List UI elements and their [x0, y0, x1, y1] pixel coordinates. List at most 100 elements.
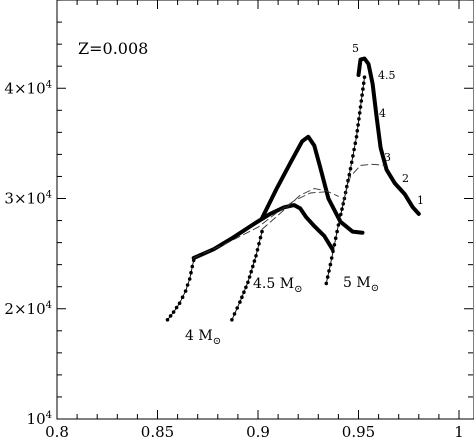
track-point	[357, 111, 362, 115]
track-point	[351, 154, 355, 158]
track-point	[333, 236, 338, 240]
point-label-2: 2	[402, 172, 409, 185]
track-point	[352, 147, 356, 152]
track-point	[335, 229, 339, 234]
track-point	[357, 117, 361, 121]
point-label-3: 3	[384, 151, 391, 164]
track-point	[240, 295, 244, 300]
mass-label-4-text: 4 M	[185, 328, 213, 344]
track-line	[356, 56, 421, 216]
track-point	[235, 306, 239, 310]
track-line	[191, 203, 335, 260]
track-point	[260, 229, 264, 234]
y-tick-label: 4×104	[4, 79, 52, 97]
x-tick-label: 0.95	[342, 423, 375, 438]
track-segment-4-heavy	[260, 134, 365, 235]
track-line	[193, 191, 325, 259]
track-segment-1-heavy	[191, 203, 335, 260]
track-point	[252, 259, 257, 263]
plot-frame	[56, 0, 474, 420]
track-point	[362, 75, 367, 79]
track-point	[247, 275, 252, 279]
track-point	[177, 301, 182, 306]
track-point	[255, 248, 260, 252]
mass-label-5-text: 5 M	[343, 275, 371, 291]
track-point	[324, 281, 329, 286]
x-tick-label: 1	[454, 423, 464, 438]
x-tick-label: 0.8	[45, 423, 69, 438]
y-tick-label: 2×104	[4, 300, 52, 318]
track-segment-6-dotted	[324, 75, 367, 286]
track-point	[358, 105, 363, 109]
track-point	[189, 270, 193, 275]
track-segment-7-heavy	[356, 56, 421, 216]
track-point	[349, 160, 354, 165]
track-point	[242, 290, 246, 295]
track-point	[230, 318, 234, 322]
track-point	[187, 277, 192, 281]
sun-symbol: ⊙	[371, 283, 379, 294]
track-point	[354, 135, 359, 139]
mass-label-4: 4 M⊙	[185, 328, 221, 347]
track-point	[180, 295, 185, 300]
track-point	[171, 310, 176, 314]
track-point	[185, 283, 190, 287]
track-point	[356, 123, 360, 127]
track-point	[165, 318, 170, 322]
track-point	[174, 305, 179, 310]
y-tick-label: 3×104	[4, 190, 52, 208]
series-layer	[165, 56, 421, 322]
metallicity-label: Z=0.008	[78, 39, 148, 58]
track-point	[238, 300, 242, 304]
track-point	[347, 172, 352, 177]
mass-label-45-text: 4.5 M	[253, 276, 294, 292]
mass-label-5: 5 M⊙	[343, 275, 379, 294]
sun-symbol: ⊙	[213, 336, 221, 347]
track-point	[339, 212, 343, 217]
track-point	[246, 280, 250, 285]
track-point	[258, 235, 263, 240]
track-point	[244, 285, 248, 290]
track-point	[361, 81, 366, 85]
track-point	[353, 141, 358, 145]
track-point	[348, 166, 353, 171]
track-line	[260, 134, 365, 235]
track-line	[341, 163, 386, 205]
track-point	[340, 207, 344, 211]
track-point	[328, 262, 333, 267]
track-point	[329, 256, 334, 260]
track-point	[325, 275, 330, 279]
x-tick-label: 0.9	[246, 423, 270, 438]
track-point	[331, 249, 335, 254]
track-point	[232, 312, 237, 316]
track-line	[261, 188, 339, 230]
point-label-5: 5	[352, 42, 359, 55]
point-label-4-5: 4.5	[378, 69, 396, 82]
track-point	[257, 241, 261, 246]
track-point	[361, 87, 365, 91]
axis-ticks: 0.8 0.85 0.9 0.95 1 104 2×104 3×104 4×104	[4, 0, 473, 438]
track-segment-8-dashed	[341, 163, 386, 205]
track-point	[359, 99, 364, 103]
track-segment-2-dashed	[193, 191, 325, 259]
track-point	[327, 269, 331, 273]
track-point	[332, 243, 337, 247]
track-point	[355, 129, 360, 133]
y-tick-label: 104	[27, 410, 52, 428]
track-segment-5-dashed	[261, 188, 339, 230]
track-segment-0-dotted	[165, 258, 196, 322]
track-segment-3-dotted	[230, 229, 264, 322]
track-point	[249, 269, 253, 274]
track-point	[168, 314, 173, 318]
track-point	[190, 264, 195, 269]
track-point	[360, 93, 364, 97]
mass-label-45: 4.5 M⊙	[253, 276, 302, 295]
track-point	[254, 254, 258, 258]
track-line	[167, 259, 195, 321]
point-label-4: 4	[379, 107, 386, 120]
x-tick-label: 0.85	[141, 423, 174, 438]
point-label-1: 1	[417, 194, 424, 207]
track-point	[336, 223, 341, 227]
track-point	[337, 217, 342, 222]
